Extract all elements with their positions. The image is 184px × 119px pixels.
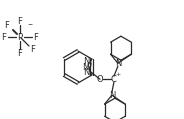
Text: N: N — [83, 68, 90, 77]
Text: +: + — [115, 72, 121, 77]
Text: O: O — [97, 75, 103, 84]
Text: F: F — [17, 49, 22, 57]
Text: F: F — [5, 20, 9, 30]
Text: N: N — [109, 91, 115, 100]
Text: F: F — [1, 32, 6, 42]
Text: F: F — [33, 32, 38, 42]
Text: F: F — [31, 45, 36, 54]
Text: N: N — [115, 59, 121, 68]
Text: −: − — [27, 22, 33, 27]
Text: N: N — [83, 62, 89, 72]
Text: P: P — [17, 32, 23, 42]
Text: F: F — [17, 17, 22, 25]
Text: N: N — [83, 57, 90, 66]
Text: C: C — [111, 75, 117, 84]
